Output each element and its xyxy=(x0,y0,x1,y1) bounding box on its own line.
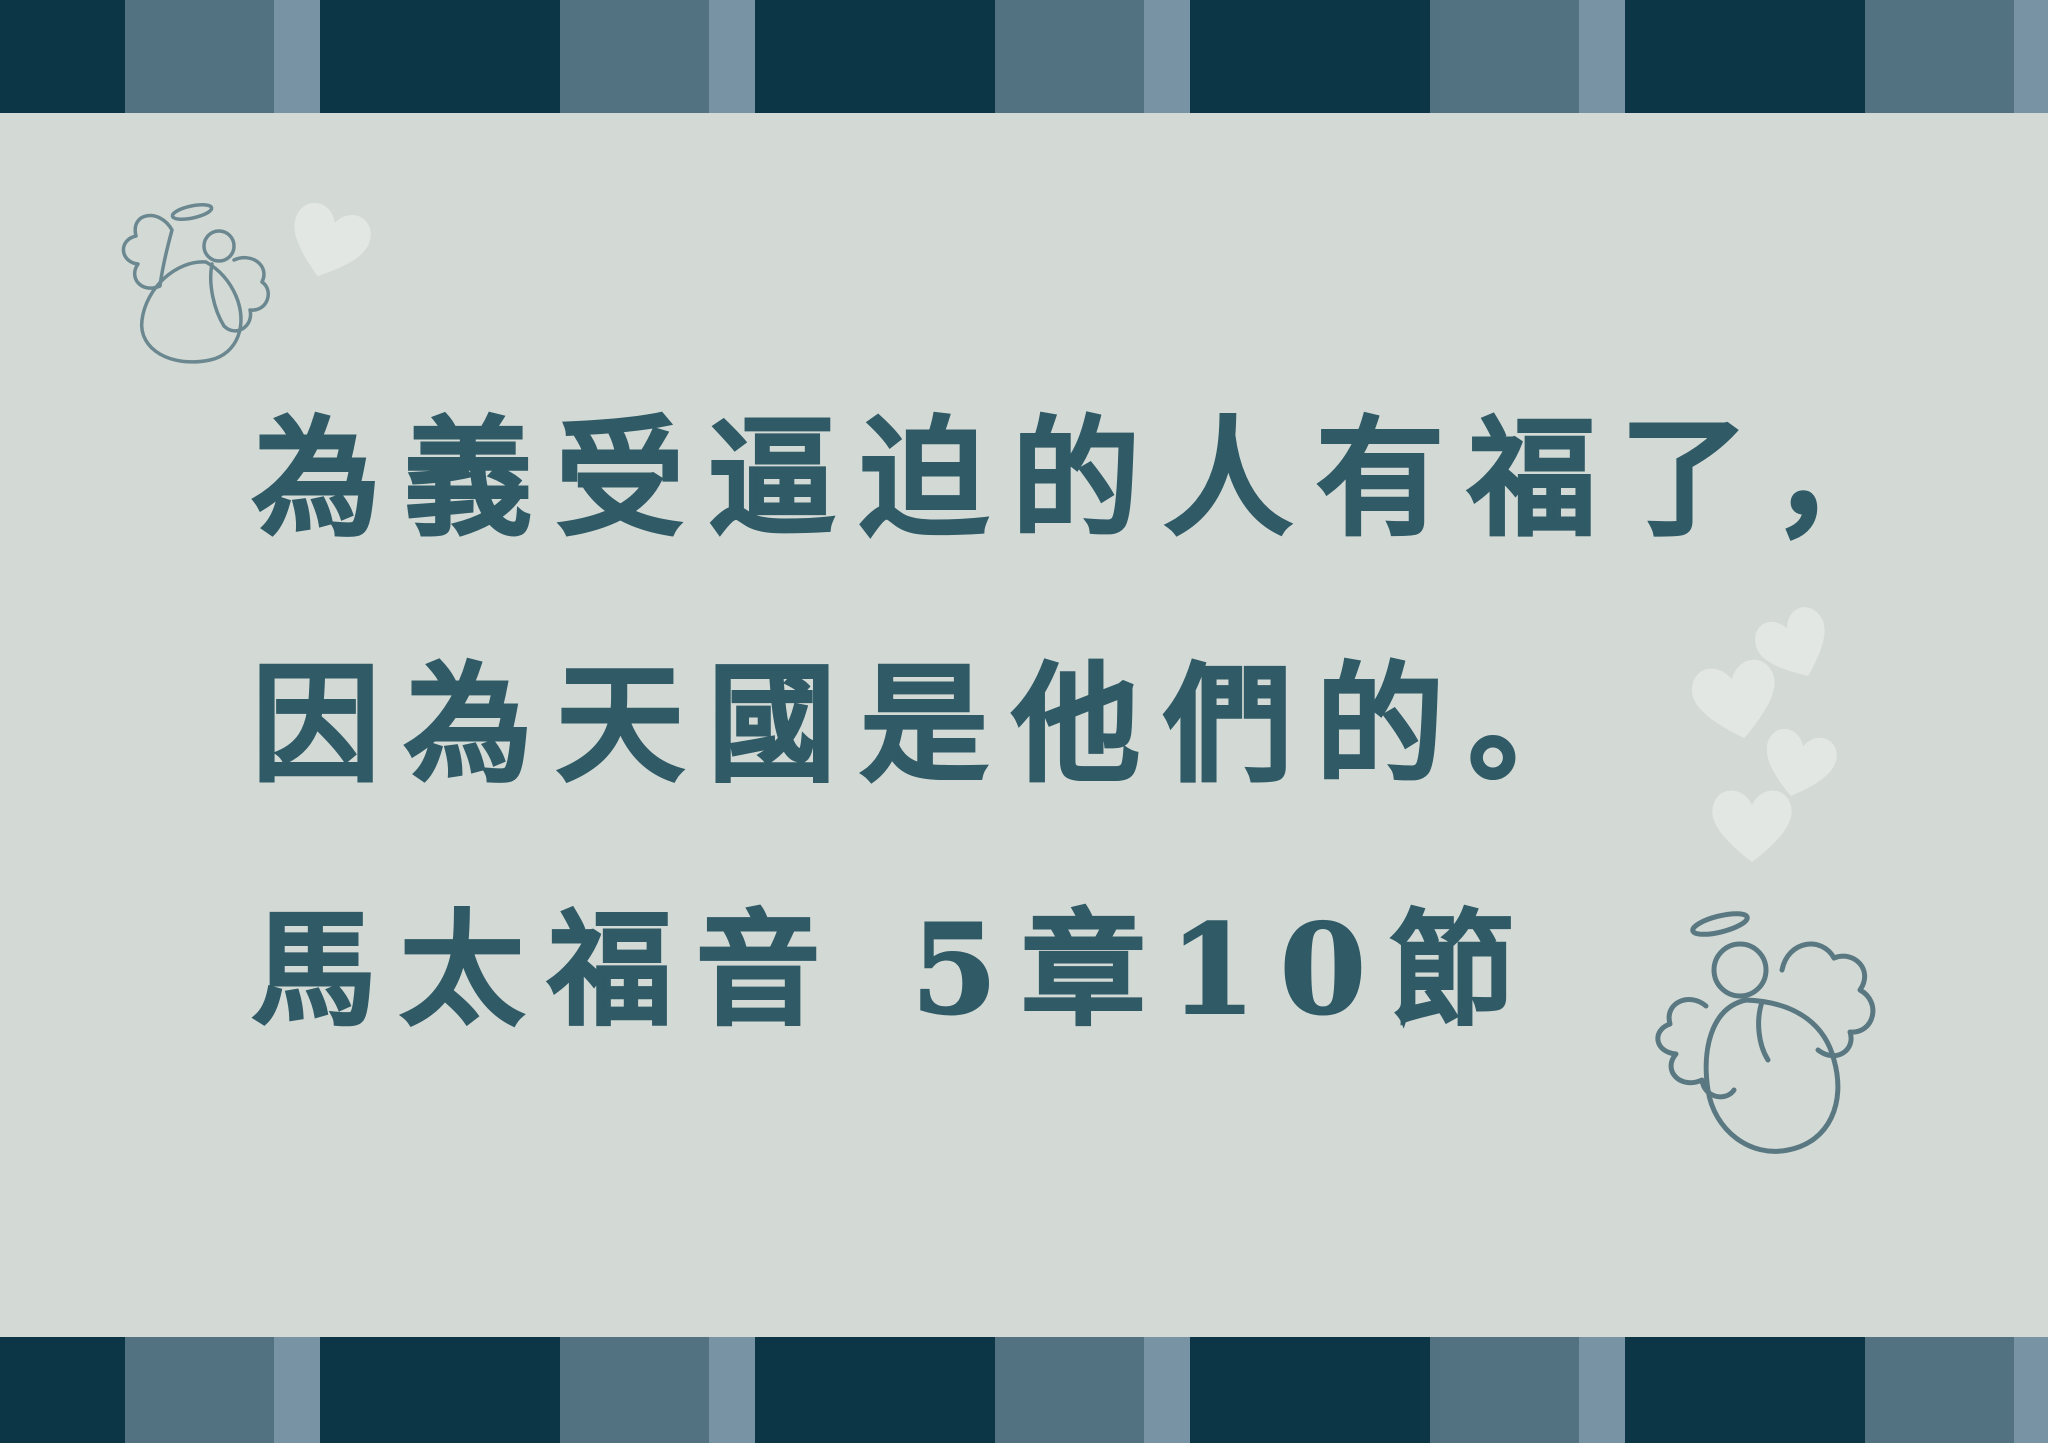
angel-icon xyxy=(121,203,270,364)
verse-reference: 馬太福音 5章10節 xyxy=(251,898,1539,1043)
top-stripe-border xyxy=(0,0,2048,113)
heart-icon xyxy=(1755,607,1825,676)
heart-icon xyxy=(1766,728,1837,796)
bottom-stripe-border xyxy=(0,1337,2048,1443)
heart-icon xyxy=(1692,659,1775,739)
heart-icon xyxy=(1712,790,1792,862)
angel-icon xyxy=(1655,911,1876,1154)
heart-icon xyxy=(294,202,371,277)
verse-line-1: 為義受逼迫的人有福了， xyxy=(251,404,1925,554)
verse-block: 為義受逼迫的人有福了， 因為天國是他們的。 馬太福音 5章10節 xyxy=(251,395,1925,1043)
verse-line-2: 因為天國是他們的。 xyxy=(251,650,1621,800)
